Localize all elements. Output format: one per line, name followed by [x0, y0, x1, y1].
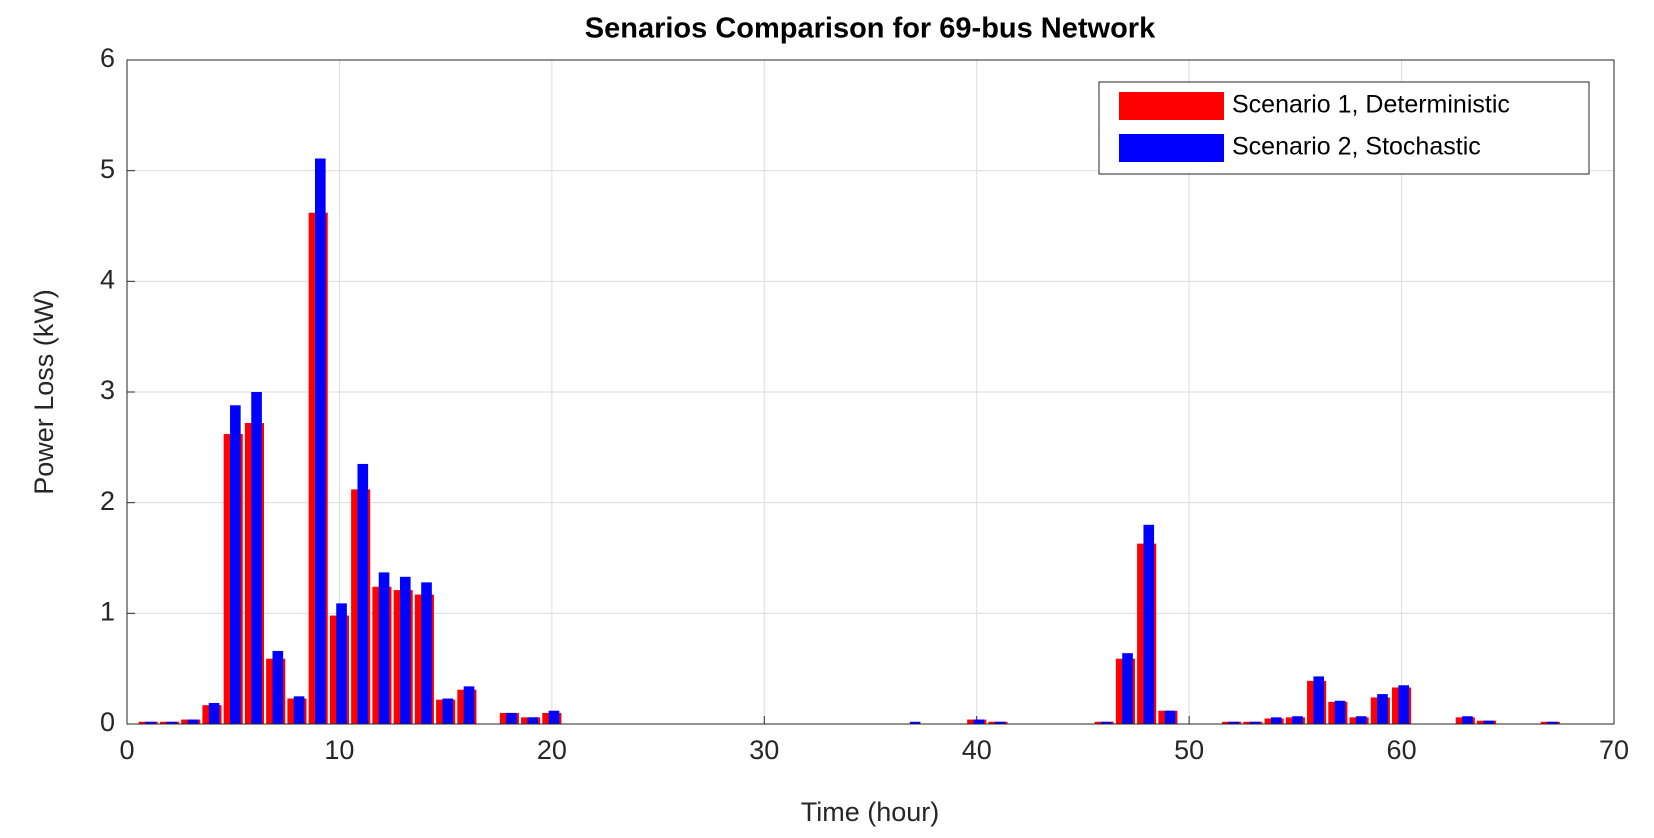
bar	[1483, 720, 1494, 724]
bar	[463, 686, 475, 724]
bar	[1100, 721, 1112, 724]
y-tick-label: 4	[100, 264, 115, 294]
bar	[1270, 717, 1282, 724]
legend-label: Scenario 1, Deterministic	[1232, 91, 1510, 119]
bar	[230, 405, 241, 724]
bar	[548, 710, 560, 724]
x-tick-label: 30	[749, 735, 779, 765]
legend-swatch	[1119, 92, 1224, 120]
bar	[187, 719, 199, 724]
x-tick-label: 70	[1599, 735, 1629, 765]
bar	[1355, 716, 1367, 724]
x-tick-label: 10	[324, 735, 354, 765]
y-axis-label: Power Loss (kW)	[29, 289, 59, 495]
bar	[314, 158, 326, 724]
bar	[1334, 700, 1346, 724]
chart-title: Senarios Comparison for 69-bus Network	[585, 13, 1156, 45]
bar	[166, 721, 177, 724]
x-tick-label: 0	[119, 735, 134, 765]
legend-label: Scenario 2, Stochastic	[1232, 133, 1481, 161]
y-tick-label: 6	[100, 43, 115, 73]
bar	[1377, 694, 1388, 724]
bar	[421, 582, 432, 724]
bar	[336, 603, 347, 724]
x-tick-label: 40	[962, 735, 992, 765]
x-axis-label: Time (hour)	[801, 797, 940, 827]
bar	[145, 721, 156, 724]
bar	[1462, 716, 1473, 724]
y-tick-label: 2	[100, 486, 115, 516]
x-tick-label: 50	[1174, 735, 1204, 765]
bar	[1228, 721, 1240, 724]
bar	[357, 463, 369, 724]
bar	[442, 698, 454, 724]
bar	[527, 717, 539, 724]
bar	[1547, 721, 1558, 724]
bar	[1249, 721, 1261, 724]
x-tick-label: 20	[537, 735, 567, 765]
plot-frame	[126, 59, 1615, 725]
bar	[1398, 685, 1410, 724]
bar	[208, 702, 220, 724]
bar	[272, 650, 284, 724]
y-tick-label: 1	[100, 596, 115, 626]
x-tick-label: 60	[1387, 735, 1417, 765]
bar	[378, 572, 390, 724]
bar	[399, 576, 411, 724]
y-tick-label: 3	[100, 375, 115, 405]
bar	[909, 721, 921, 724]
bar	[973, 719, 985, 724]
bar	[251, 392, 262, 724]
bar	[1122, 653, 1133, 724]
bar	[1164, 710, 1176, 724]
bar	[506, 712, 517, 724]
bar	[994, 721, 1006, 724]
bar	[1313, 676, 1325, 724]
y-tick-label: 5	[100, 154, 115, 184]
y-tick-label: 0	[100, 707, 115, 737]
bar	[1292, 716, 1303, 724]
legend-swatch	[1119, 134, 1224, 162]
bar	[293, 696, 305, 724]
bar	[1143, 524, 1155, 724]
